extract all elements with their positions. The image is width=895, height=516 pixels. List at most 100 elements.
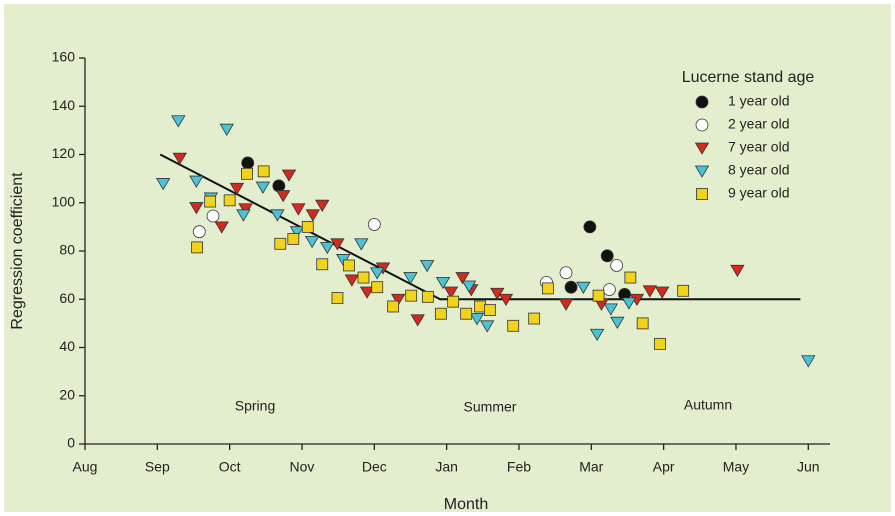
y-tick-label: 140 (52, 97, 76, 113)
point (403, 272, 418, 285)
point (419, 260, 435, 273)
point (498, 293, 514, 307)
point (301, 220, 314, 233)
point (172, 152, 187, 165)
y-tick-label: 0 (67, 435, 75, 451)
point (281, 169, 297, 182)
point (654, 286, 670, 299)
point (542, 282, 554, 295)
point (367, 218, 381, 231)
point (219, 123, 234, 136)
point (507, 319, 520, 332)
point (421, 290, 434, 303)
point (600, 249, 614, 263)
point (192, 225, 206, 239)
point (241, 156, 255, 170)
point (528, 312, 541, 325)
y-axis-label: Regression coefficient (9, 172, 26, 330)
point (461, 280, 477, 293)
x-tick-label: Mar (579, 459, 603, 475)
point (410, 314, 425, 327)
x-tick-label: Feb (507, 459, 531, 475)
point (469, 313, 485, 326)
legend-label: 9 year old (728, 185, 789, 201)
legend-marker (695, 95, 709, 109)
point (479, 320, 495, 333)
point (387, 300, 400, 313)
y-tick-label: 60 (59, 290, 75, 306)
point (460, 307, 473, 320)
point (484, 304, 496, 317)
point (223, 194, 236, 207)
point (354, 238, 369, 251)
y-tick-label: 100 (52, 193, 76, 209)
point (558, 298, 574, 311)
point (315, 199, 330, 212)
point (316, 258, 329, 271)
point (621, 297, 637, 310)
point (490, 287, 505, 301)
point (257, 165, 270, 178)
legend-label: 1 year old (728, 93, 789, 109)
point (435, 276, 451, 290)
point (320, 241, 335, 255)
legend-label: 2 year old (728, 116, 789, 132)
x-tick-label: May (723, 459, 749, 475)
point (564, 280, 578, 294)
point (610, 316, 625, 329)
point (275, 190, 291, 203)
point (289, 226, 305, 239)
point (189, 175, 204, 188)
point (229, 182, 245, 196)
point (371, 281, 384, 294)
legend-title: Lucerne stand age (682, 69, 815, 86)
legend-marker (694, 142, 710, 155)
point (455, 272, 470, 285)
point (370, 267, 385, 280)
point (344, 274, 360, 287)
point (583, 220, 597, 234)
point (730, 264, 745, 278)
x-tick-label: Apr (653, 459, 675, 475)
x-tick-label: Aug (73, 459, 98, 475)
legend-label: 7 year old (728, 139, 789, 155)
point (390, 293, 406, 307)
legend-marker (695, 118, 709, 132)
point (238, 203, 253, 216)
point (191, 241, 204, 254)
point (474, 300, 486, 313)
point (155, 178, 171, 191)
point (610, 259, 624, 272)
point (204, 195, 217, 208)
point (287, 233, 300, 245)
y-tick-label: 120 (52, 145, 76, 161)
point (359, 286, 375, 299)
background (4, 4, 891, 512)
point (447, 295, 460, 308)
y-tick-label: 160 (52, 49, 76, 65)
point (255, 181, 271, 194)
legend-marker (696, 188, 708, 200)
point (434, 307, 447, 320)
point (291, 203, 306, 216)
x-tick-label: Oct (219, 459, 241, 475)
point (357, 271, 370, 284)
point (559, 266, 573, 280)
point (270, 209, 285, 222)
point (331, 292, 344, 304)
point (603, 303, 619, 316)
point (576, 281, 591, 294)
point (305, 209, 321, 222)
point (304, 235, 320, 249)
point (206, 209, 220, 223)
x-axis-label: Month (444, 496, 488, 513)
point (642, 285, 658, 298)
point (274, 237, 287, 250)
x-tick-label: Dec (362, 459, 387, 475)
point (589, 328, 605, 342)
season-label: Spring (235, 398, 275, 414)
point (330, 238, 345, 251)
season-label: Autumn (684, 397, 732, 413)
x-tick-label: Jan (435, 459, 458, 475)
